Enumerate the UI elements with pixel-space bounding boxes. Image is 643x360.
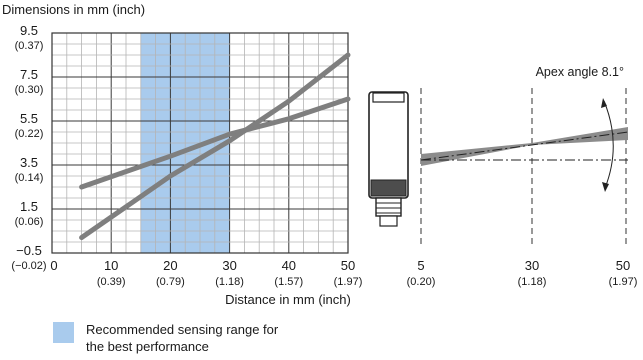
y-tick-sublabel: (0.14) — [15, 172, 44, 184]
y-tick-label: 3.5 — [20, 155, 38, 170]
x-tick-label: 0 — [50, 258, 57, 273]
series-line-1 — [79, 96, 351, 190]
y-tick-sublabel: (0.06) — [15, 216, 44, 228]
plot-frame — [51, 32, 349, 254]
y-tick-label: 9.5 — [20, 23, 38, 38]
diagram-tick-label: 5 — [417, 258, 424, 273]
x-tick-label: 50 — [341, 258, 355, 273]
chart-series — [79, 52, 351, 241]
legend-swatch — [53, 322, 74, 343]
y-tick-label: 1.5 — [20, 199, 38, 214]
sensor-beam-diagram: Apex angle 8.1° 5 (0.20) 30 (1.18) 50 (1.97) — [368, 65, 638, 288]
y-tick-sublabel: (0.30) — [15, 84, 44, 96]
diagram-tick-label: 30 — [525, 258, 539, 273]
diagram-tick-sublabel: (0.20) — [407, 276, 436, 288]
x-tick-label: 40 — [282, 258, 296, 273]
angle-arrow-bottom — [602, 182, 609, 192]
legend-label: Recommended sensing range for the best p… — [86, 322, 282, 354]
x-tick-sublabel: (0.79) — [156, 276, 185, 288]
x-tick-label: 10 — [104, 258, 118, 273]
diagram-tick-sublabel: (1.97) — [609, 276, 638, 288]
legend: Recommended sensing range for the best p… — [53, 322, 282, 354]
chart-grid — [51, 32, 349, 254]
sensor-device-illustration — [368, 91, 409, 227]
y-tick-label: −0.5 — [16, 243, 42, 258]
y-tick-sublabel: (−0.02) — [11, 260, 46, 272]
x-axis-label: Distance in mm (inch) — [225, 292, 351, 307]
apex-angle-annotation: Apex angle 8.1° — [536, 65, 624, 79]
optical-axis — [420, 131, 629, 161]
beam-cone — [421, 127, 628, 166]
chart-title: Dimensions in mm (inch) — [2, 2, 145, 17]
diagram-tick-label: 50 — [616, 258, 630, 273]
x-tick-label: 20 — [163, 258, 177, 273]
y-tick-sublabel: (0.22) — [15, 128, 44, 140]
x-tick-sublabel: (1.18) — [215, 276, 244, 288]
y-tick-sublabel: (0.37) — [15, 40, 44, 52]
x-tick-sublabel: (1.57) — [274, 276, 303, 288]
y-axis-ticks: 9.5 (0.37) 7.5 (0.30) 5.5 (0.22) 3.5 (0.14) 1.5 (… — [11, 23, 46, 272]
diagram-tick-sublabel: (1.18) — [518, 276, 547, 288]
diagram-distance-ticks: 5 (0.20) 30 (1.18) 50 (1.97) — [407, 258, 638, 288]
angle-arrow-top — [601, 98, 607, 108]
y-tick-label: 7.5 — [20, 67, 38, 82]
x-tick-label: 30 — [222, 258, 236, 273]
x-tick-sublabel: (1.97) — [334, 276, 363, 288]
y-tick-label: 5.5 — [20, 111, 38, 126]
x-axis-ticks: 0 10 (0.39) 20 (0.79) 30 (1.18) 40 (1.57) 50 (1.97… — [50, 258, 362, 288]
x-tick-sublabel: (0.39) — [97, 276, 126, 288]
apex-angle-arc — [603, 100, 614, 189]
series-line-2 — [79, 52, 351, 241]
